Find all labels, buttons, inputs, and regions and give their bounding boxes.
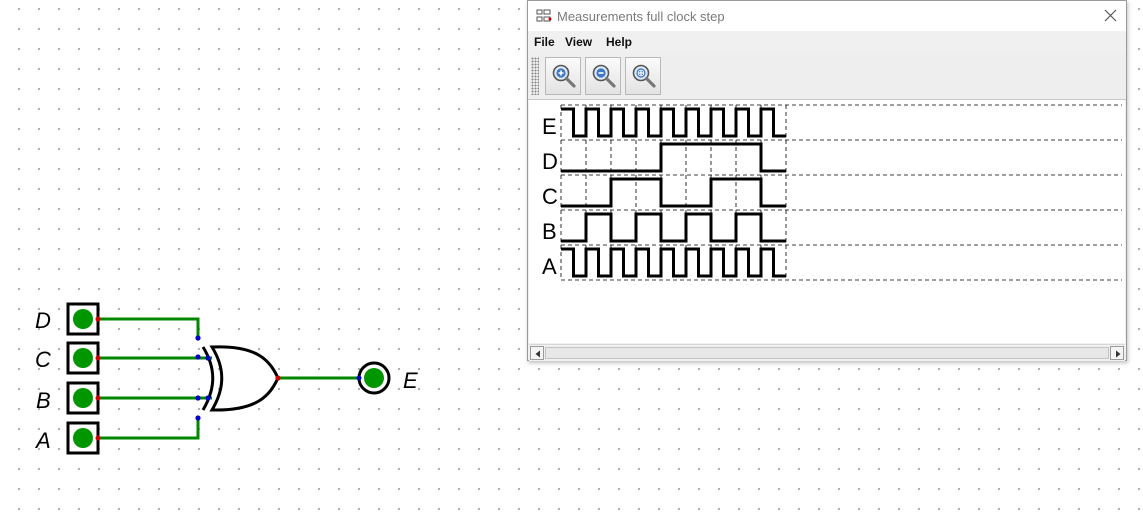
menu-view[interactable]: View bbox=[565, 35, 593, 49]
input-label-a: A bbox=[34, 428, 51, 453]
gate-input-markers bbox=[195, 335, 211, 421]
scroll-track[interactable] bbox=[545, 347, 1109, 359]
pin-port bbox=[95, 316, 101, 322]
logisim-gates-icon bbox=[536, 9, 552, 22]
signal-label-c: C bbox=[542, 184, 558, 209]
pin-led bbox=[73, 309, 93, 329]
input-label-b: B bbox=[36, 388, 51, 413]
pin-port bbox=[95, 435, 101, 441]
pin-led bbox=[73, 428, 93, 448]
pin-led bbox=[73, 348, 93, 368]
wires bbox=[99, 317, 358, 440]
menu-bar: File View Help bbox=[528, 31, 1126, 52]
signal-label-e: E bbox=[542, 114, 557, 139]
input-pin-c[interactable]: C bbox=[35, 341, 101, 375]
output-pin-e[interactable]: E bbox=[356, 361, 419, 395]
signal-label-d: D bbox=[542, 149, 558, 174]
measurements-window[interactable]: Measurements full clock step File View H… bbox=[527, 0, 1127, 361]
zoom-in-icon bbox=[552, 64, 576, 88]
zoom-fit-icon bbox=[632, 64, 656, 88]
pin-port bbox=[95, 395, 101, 401]
input-pin-d[interactable]: D bbox=[35, 302, 101, 336]
gate-output-port bbox=[275, 375, 281, 381]
zoom-in-button[interactable] bbox=[545, 57, 581, 95]
wire-a bbox=[99, 418, 200, 440]
pin-led bbox=[73, 388, 93, 408]
toolbar-grip[interactable] bbox=[531, 57, 539, 95]
title-bar[interactable]: Measurements full clock step bbox=[528, 1, 1126, 31]
signal-trace-c bbox=[561, 177, 786, 208]
arrow-right-icon bbox=[1116, 350, 1121, 358]
xor-gate-body bbox=[209, 345, 280, 412]
pin-port bbox=[95, 355, 101, 361]
zoom-fit-button[interactable] bbox=[625, 57, 661, 95]
input-label-c: C bbox=[35, 347, 51, 372]
output-label-e: E bbox=[403, 368, 418, 393]
input-label-d: D bbox=[35, 308, 51, 333]
input-pin-a[interactable]: A bbox=[34, 421, 101, 455]
close-icon bbox=[1104, 9, 1117, 22]
signal-trace-d bbox=[561, 142, 786, 173]
toolbar bbox=[528, 53, 1126, 100]
signal-label-b: B bbox=[542, 219, 557, 244]
input-pin-b[interactable]: B bbox=[36, 381, 101, 415]
menu-help[interactable]: Help bbox=[606, 35, 633, 49]
horizontal-scrollbar[interactable] bbox=[529, 344, 1125, 361]
signal-trace-b bbox=[561, 212, 786, 243]
zoom-out-button[interactable] bbox=[585, 57, 621, 95]
signal-trace-e bbox=[561, 107, 786, 138]
wire-d bbox=[99, 317, 200, 338]
zoom-out-icon bbox=[592, 64, 616, 88]
menu-file[interactable]: File bbox=[534, 35, 555, 49]
window-title: Measurements full clock step bbox=[557, 9, 725, 24]
scroll-left-button[interactable] bbox=[530, 346, 544, 360]
arrow-left-icon bbox=[535, 350, 540, 358]
xor-gate[interactable] bbox=[195, 335, 281, 421]
close-button[interactable] bbox=[1096, 1, 1126, 31]
signal-label-a: A bbox=[542, 254, 557, 279]
output-led bbox=[364, 368, 384, 388]
xor-gate-back-curve bbox=[201, 346, 215, 411]
scroll-right-button[interactable] bbox=[1110, 346, 1124, 360]
signal-trace-a bbox=[561, 247, 786, 278]
output-port bbox=[356, 375, 362, 381]
